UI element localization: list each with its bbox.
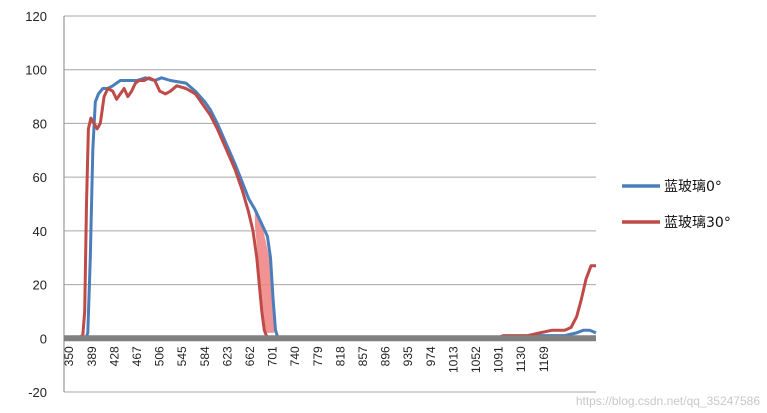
x-tick-label: 662 <box>243 346 257 366</box>
series-line-1 <box>64 76 597 340</box>
x-tick-label: 389 <box>85 346 99 366</box>
y-tick-label: 20 <box>33 278 47 293</box>
y-tick-label: 40 <box>33 224 47 239</box>
x-tick-label: 818 <box>333 346 347 366</box>
gridlines <box>64 15 596 393</box>
x-tick-label: 896 <box>379 346 393 366</box>
legend: 蓝玻璃0° 蓝玻璃30° <box>622 178 731 231</box>
series-lines <box>64 76 597 340</box>
y-tick-label: -20 <box>28 385 47 400</box>
legend-label-1: 蓝玻璃0° <box>664 178 722 195</box>
y-tick-label: 100 <box>25 63 47 78</box>
x-tick-label: 545 <box>175 346 189 366</box>
x-tick-label: 1130 <box>514 346 528 372</box>
x-tick-label: 350 <box>62 346 76 366</box>
x-tick-label: 623 <box>220 346 234 366</box>
series-line-2 <box>64 76 596 340</box>
x-tick-label: 857 <box>356 346 370 366</box>
watermark-text: https://blog.csdn.net/qq_35247586 <box>576 394 760 408</box>
x-tick-label: 1052 <box>469 346 483 373</box>
x-tick-label: 701 <box>266 346 280 366</box>
x-tick-label: 1091 <box>492 346 506 373</box>
x-tick-label: 1013 <box>446 346 460 373</box>
x-tick-label: 467 <box>130 346 144 366</box>
x-tick-label: 974 <box>424 346 438 366</box>
y-tick-label: 60 <box>33 170 47 185</box>
x-tick-label: 506 <box>153 346 167 366</box>
x-tick-label: 740 <box>288 346 302 366</box>
x-tick-label: 428 <box>107 346 121 366</box>
y-axis: -20 0 20 40 60 80 100 120 <box>25 9 65 400</box>
x-tick-label: 584 <box>198 346 212 366</box>
legend-label-2: 蓝玻璃30° <box>664 214 731 231</box>
highlight-area <box>254 209 275 333</box>
y-tick-label: 120 <box>25 9 47 24</box>
y-tick-label: 80 <box>33 116 47 131</box>
x-tick-label: 935 <box>401 346 415 366</box>
x-tick-label: 1169 <box>537 346 551 372</box>
x-tick-label: 779 <box>311 346 325 366</box>
highlight-band <box>254 209 275 333</box>
x-axis: 350 389 428 467 506 545 584 623 662 701 740 779 818 8… <box>62 335 596 373</box>
y-tick-label: 0 <box>40 331 47 346</box>
